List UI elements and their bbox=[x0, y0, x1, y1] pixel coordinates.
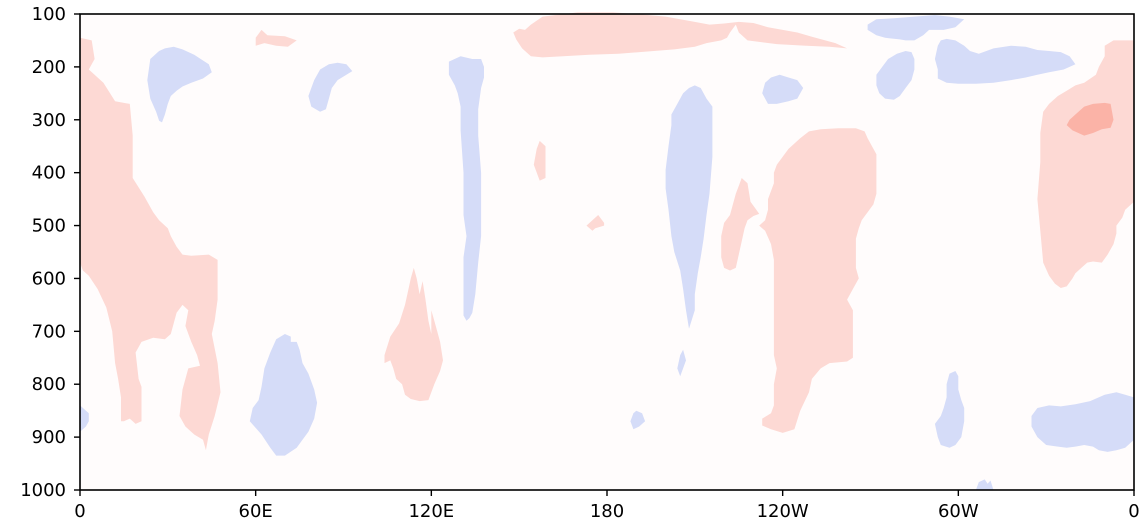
y-tick-label-6: 700 bbox=[32, 321, 66, 342]
y-tick-label-0: 100 bbox=[32, 4, 66, 25]
contour-regions bbox=[80, 12, 1134, 490]
positive-anomaly-region-9 bbox=[1066, 102, 1114, 136]
y-axis-ticks: 100 200 300 400 500 600 700 800 900 1000 bbox=[20, 4, 80, 501]
negative-anomaly-region-18 bbox=[762, 74, 804, 104]
negative-anomaly-region-24 bbox=[975, 479, 994, 490]
negative-anomaly-region-23 bbox=[1031, 392, 1134, 452]
y-tick-label-4: 500 bbox=[32, 216, 66, 237]
x-tick-label-4: 120W bbox=[757, 501, 809, 522]
x-tick-label-1: 60E bbox=[239, 501, 273, 522]
y-tick-label-7: 800 bbox=[32, 374, 66, 395]
negative-anomaly-region-12 bbox=[308, 62, 353, 112]
y-tick-label-1: 200 bbox=[32, 57, 66, 78]
x-tick-label-3: 180 bbox=[590, 501, 624, 522]
y-tick-label-3: 400 bbox=[32, 163, 66, 184]
negative-anomaly-region-14 bbox=[448, 56, 484, 321]
x-tick-label-0: 0 bbox=[74, 501, 85, 522]
negative-anomaly-region-13 bbox=[249, 334, 318, 456]
x-tick-label-2: 120E bbox=[408, 501, 454, 522]
y-tick-label-8: 900 bbox=[32, 427, 66, 448]
negative-anomaly-region-15 bbox=[630, 410, 646, 430]
y-tick-label-5: 600 bbox=[32, 268, 66, 289]
x-tick-label-5: 60W bbox=[938, 501, 979, 522]
positive-anomaly-region-4 bbox=[586, 215, 605, 231]
positive-anomaly-region-2 bbox=[384, 267, 443, 402]
y-tick-label-2: 300 bbox=[32, 110, 66, 131]
negative-anomaly-region-19 bbox=[867, 15, 965, 41]
positive-anomaly-region-3 bbox=[533, 140, 546, 181]
negative-anomaly-region-11 bbox=[147, 46, 212, 123]
positive-anomaly-region-5 bbox=[513, 12, 848, 58]
y-tick-label-9: 1000 bbox=[20, 480, 66, 501]
negative-anomaly-region-20 bbox=[876, 51, 915, 100]
x-tick-label-6: 0 bbox=[1128, 501, 1139, 522]
plot-background bbox=[80, 14, 1134, 490]
negative-anomaly-region-17 bbox=[665, 85, 713, 329]
positive-anomaly-region-7 bbox=[759, 128, 877, 433]
positive-anomaly-region-6 bbox=[721, 178, 760, 271]
negative-anomaly-region-21 bbox=[934, 38, 1076, 84]
positive-anomaly-region-8 bbox=[1037, 40, 1134, 289]
negative-anomaly-region-16 bbox=[677, 349, 686, 377]
x-axis-ticks: 0 60E 120E 180 120W 60W 0 bbox=[74, 490, 1140, 522]
positive-anomaly-region-1 bbox=[255, 29, 297, 47]
negative-anomaly-region-10 bbox=[80, 405, 89, 432]
positive-anomaly-region-0 bbox=[80, 37, 221, 451]
negative-anomaly-region-22 bbox=[934, 371, 965, 448]
